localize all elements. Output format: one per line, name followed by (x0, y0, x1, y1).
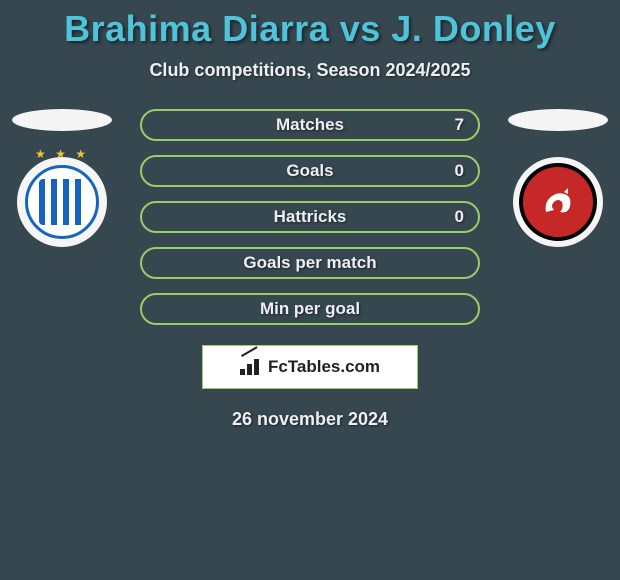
comparison-card: Brahima Diarra vs J. Donley Club competi… (0, 0, 620, 430)
player-right-column (498, 109, 618, 247)
club-crest-left: ★ ★ ★ (17, 157, 107, 247)
crest-stripes-icon (39, 179, 85, 225)
dragon-icon (538, 182, 578, 222)
page-title: Brahima Diarra vs J. Donley (64, 8, 556, 50)
player-left-placeholder (12, 109, 112, 131)
branding-link[interactable]: FcTables.com (202, 345, 418, 389)
stats-column: Matches 7 Goals 0 Hattricks 0 Goals per … (140, 109, 480, 325)
player-left-column: ★ ★ ★ (2, 109, 122, 247)
stat-row-matches: Matches 7 (140, 109, 480, 141)
stat-label: Min per goal (260, 299, 360, 319)
stat-row-goals-per-match: Goals per match (140, 247, 480, 279)
bar-chart-icon (240, 359, 262, 375)
stat-row-goals: Goals 0 (140, 155, 480, 187)
stat-row-min-per-goal: Min per goal (140, 293, 480, 325)
stat-label: Goals per match (243, 253, 376, 273)
page-subtitle: Club competitions, Season 2024/2025 (149, 60, 470, 81)
main-row: ★ ★ ★ Matches 7 Goals 0 Hattricks 0 Goal… (0, 109, 620, 325)
branding-text: FcTables.com (268, 357, 380, 377)
crest-stars-icon: ★ ★ ★ (17, 147, 107, 161)
stat-value-right: 7 (455, 115, 464, 135)
stat-row-hattricks: Hattricks 0 (140, 201, 480, 233)
club-crest-right (513, 157, 603, 247)
stat-label: Hattricks (274, 207, 347, 227)
stat-value-right: 0 (455, 161, 464, 181)
crest-dragon-icon (519, 163, 597, 241)
stat-label: Goals (286, 161, 333, 181)
stat-label: Matches (276, 115, 344, 135)
crest-shield-icon (25, 165, 99, 239)
stat-value-right: 0 (455, 207, 464, 227)
player-right-placeholder (508, 109, 608, 131)
date-label: 26 november 2024 (232, 409, 388, 430)
